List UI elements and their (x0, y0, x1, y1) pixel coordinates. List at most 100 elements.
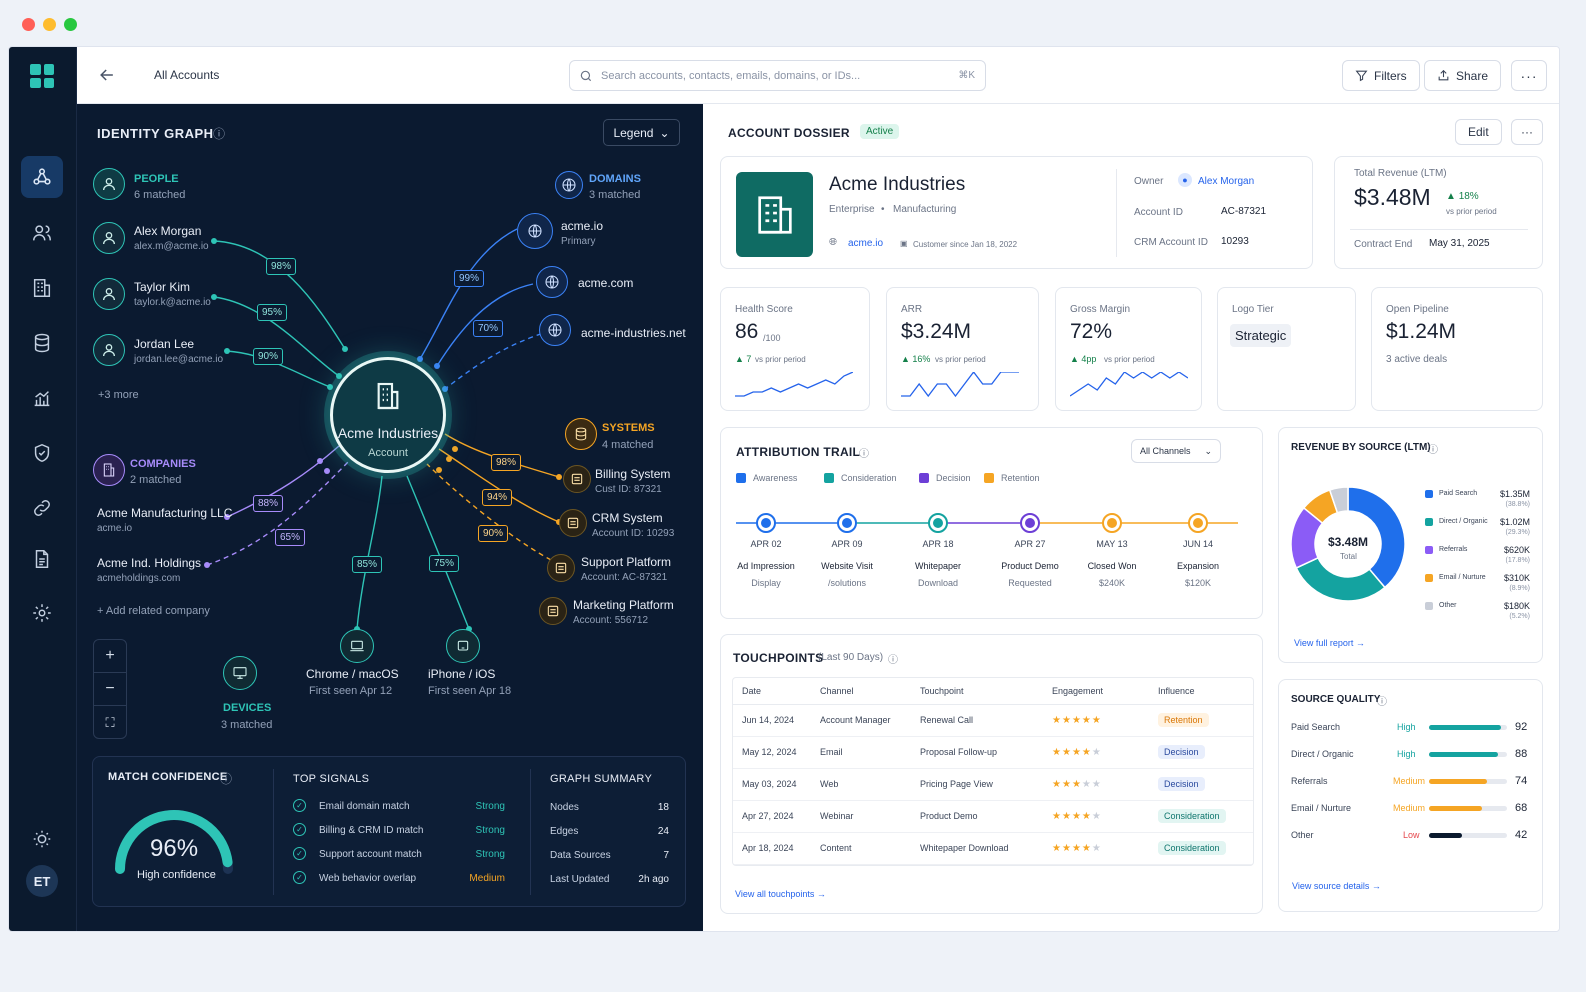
system-name[interactable]: Support Platform (581, 555, 672, 569)
domain-name[interactable]: acme-industries.net (581, 326, 686, 340)
column-header[interactable]: Engagement (1043, 678, 1149, 705)
database-icon[interactable] (563, 465, 591, 493)
globe-icon[interactable] (539, 314, 571, 346)
arrow-right-icon: → (816, 889, 826, 899)
person-name[interactable]: Jordan Lee (134, 337, 195, 351)
info-icon[interactable]: ⓘ (220, 772, 233, 786)
view-source-details-link[interactable]: View source details → (1292, 881, 1381, 891)
search-input[interactable]: Search accounts, contacts, emails, domai… (569, 60, 986, 91)
timeline-node[interactable] (837, 513, 857, 533)
people-icon[interactable] (21, 212, 63, 254)
user-avatar[interactable]: ET (26, 865, 58, 897)
database-icon[interactable] (547, 554, 575, 582)
legend-dropdown[interactable]: Legend ⌄ (603, 119, 680, 146)
info-icon[interactable]: ⓘ (1377, 697, 1387, 708)
chart-icon[interactable] (21, 377, 63, 419)
system-name[interactable]: Billing System (595, 467, 671, 481)
shield-icon[interactable] (21, 432, 63, 474)
view-all-touchpoints-link[interactable]: View all touchpoints → (735, 889, 826, 899)
database-icon[interactable] (539, 597, 567, 625)
building-icon[interactable] (21, 267, 63, 309)
table-row[interactable]: Apr 18, 2024 Content Whitepaper Download ★★… (733, 832, 1253, 865)
column-header[interactable]: Channel (811, 678, 911, 705)
graph-icon[interactable] (21, 156, 63, 198)
domain-name[interactable]: acme.io (561, 219, 604, 233)
close-window-dot[interactable] (22, 18, 35, 31)
view-full-report-link[interactable]: View full report → (1294, 638, 1365, 648)
filters-button[interactable]: Filters (1342, 60, 1420, 91)
timeline-node[interactable] (928, 513, 948, 533)
person-avatar-icon[interactable] (93, 334, 125, 366)
donut-slice[interactable] (1328, 486, 1349, 514)
person-name[interactable]: Taylor Kim (134, 280, 191, 294)
dossier-more-button[interactable]: ··· (1511, 119, 1543, 145)
table-row[interactable]: Jun 14, 2024 Account Manager Renewal Call ★… (733, 704, 1253, 737)
account-center-node[interactable]: Acme Industries Account (330, 357, 446, 473)
separator-dot: • (881, 204, 885, 215)
minimize-window-dot[interactable] (43, 18, 56, 31)
breadcrumb[interactable]: All Accounts (154, 68, 220, 82)
timeline-node[interactable] (756, 513, 776, 533)
column-header[interactable]: Influence (1149, 678, 1253, 705)
column-header[interactable]: Touchpoint (911, 678, 1043, 705)
sun-icon[interactable] (21, 818, 63, 860)
kpi-note: vs prior period (935, 355, 986, 364)
gear-icon[interactable] (21, 592, 63, 634)
timeline-node[interactable] (1188, 513, 1208, 533)
summary-value: 7 (663, 850, 669, 861)
fit-view-button[interactable]: ⛶ (105, 714, 115, 730)
add-related-company-link[interactable]: + Add related company (97, 605, 210, 617)
company-name[interactable]: Acme Manufacturing LLC (97, 506, 233, 520)
phone-icon[interactable] (446, 629, 480, 663)
globe-icon[interactable] (517, 213, 553, 249)
more-menu-button[interactable]: ··· (1511, 60, 1547, 91)
donut-slice[interactable] (1295, 556, 1386, 602)
globe-icon[interactable] (536, 266, 568, 298)
company-name[interactable]: Acme Ind. Holdings (97, 556, 202, 570)
info-icon[interactable]: ⓘ (213, 127, 226, 141)
link-icon[interactable] (21, 487, 63, 529)
zoom-out-button[interactable]: − (94, 673, 126, 706)
systems-group-icon[interactable] (565, 418, 597, 450)
back-arrow-icon[interactable] (97, 65, 117, 85)
column-header[interactable]: Date (733, 678, 811, 705)
share-button[interactable]: Share (1424, 60, 1502, 91)
table-row[interactable]: May 03, 2024 Web Pricing Page View ★★★★★ Dec… (733, 768, 1253, 801)
channel-select[interactable]: All Channels ⌄ (1131, 439, 1222, 463)
owner-link[interactable]: Alex Morgan (1198, 176, 1255, 187)
edit-button[interactable]: Edit (1455, 119, 1502, 145)
system-name[interactable]: Marketing Platform (573, 598, 674, 612)
database-icon[interactable] (21, 322, 63, 364)
company-group-icon[interactable] (93, 454, 125, 486)
person-avatar-icon[interactable] (93, 222, 125, 254)
laptop-icon[interactable] (340, 629, 374, 663)
source-share: (29.3%) (1505, 529, 1530, 536)
match-percent-badge: 65% (275, 529, 306, 546)
account-website-link[interactable]: acme.io (848, 238, 884, 249)
touch-date: May 03, 2024 (733, 768, 811, 801)
maximize-window-dot[interactable] (64, 18, 77, 31)
domain-name[interactable]: acme.com (578, 276, 634, 290)
timeline-node[interactable] (1102, 513, 1122, 533)
document-icon[interactable] (21, 538, 63, 580)
info-icon[interactable]: ⓘ (888, 655, 898, 666)
person-avatar-icon[interactable] (93, 278, 125, 310)
globe-icon[interactable] (555, 171, 583, 199)
table-row[interactable]: May 12, 2024 Email Proposal Follow-up ★★★★★… (733, 736, 1253, 769)
monitor-icon[interactable] (223, 656, 257, 690)
device-name[interactable]: iPhone / iOS (428, 667, 496, 681)
table-row[interactable]: Apr 27, 2024 Webinar Product Demo ★★★★★ Cons… (733, 800, 1253, 833)
app-logo-icon[interactable] (30, 64, 54, 88)
timeline-node[interactable] (1020, 513, 1040, 533)
info-icon[interactable]: ⓘ (859, 449, 869, 460)
more-people-link[interactable]: +3 more (98, 389, 139, 401)
system-name[interactable]: CRM System (592, 511, 663, 525)
person-name[interactable]: Alex Morgan (134, 224, 202, 238)
people-group-icon[interactable] (93, 168, 125, 200)
zoom-in-button[interactable]: + (94, 640, 126, 673)
database-icon[interactable] (559, 509, 587, 537)
info-icon[interactable]: ⓘ (1428, 445, 1438, 456)
legend-swatch (919, 473, 929, 483)
device-name[interactable]: Chrome / macOS (306, 667, 399, 681)
donut-slice[interactable] (1347, 486, 1405, 589)
